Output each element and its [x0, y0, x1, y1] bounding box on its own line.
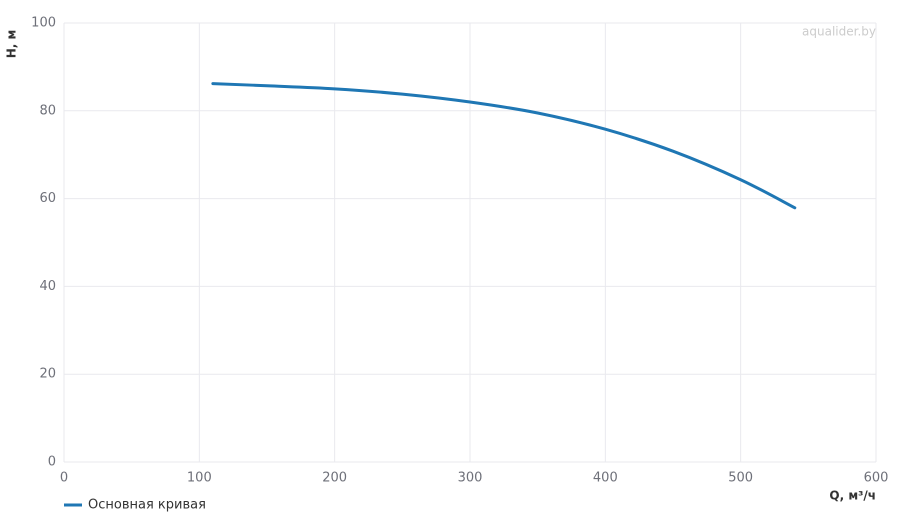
- x-tick-label: 500: [728, 471, 753, 486]
- y-tick-label: 100: [31, 16, 56, 31]
- x-tick-label: 300: [458, 471, 483, 486]
- x-tick-label: 600: [864, 471, 889, 486]
- y-tick-label: 0: [48, 455, 56, 470]
- y-axis-label: H, м: [5, 30, 19, 59]
- y-tick-label: 40: [39, 279, 56, 294]
- x-axis-label: Q, м³/ч: [829, 489, 876, 503]
- x-tick-label: 100: [187, 471, 212, 486]
- y-tick-label: 20: [39, 367, 56, 382]
- legend-label: Основная кривая: [88, 498, 206, 513]
- x-tick-label: 0: [60, 471, 68, 486]
- watermark: aqualider.by: [802, 25, 876, 39]
- x-tick-label: 200: [322, 471, 347, 486]
- y-tick-label: 80: [39, 103, 56, 118]
- line: [211, 82, 797, 210]
- x-tick-label: 400: [593, 471, 618, 486]
- y-tick-label: 60: [39, 191, 56, 206]
